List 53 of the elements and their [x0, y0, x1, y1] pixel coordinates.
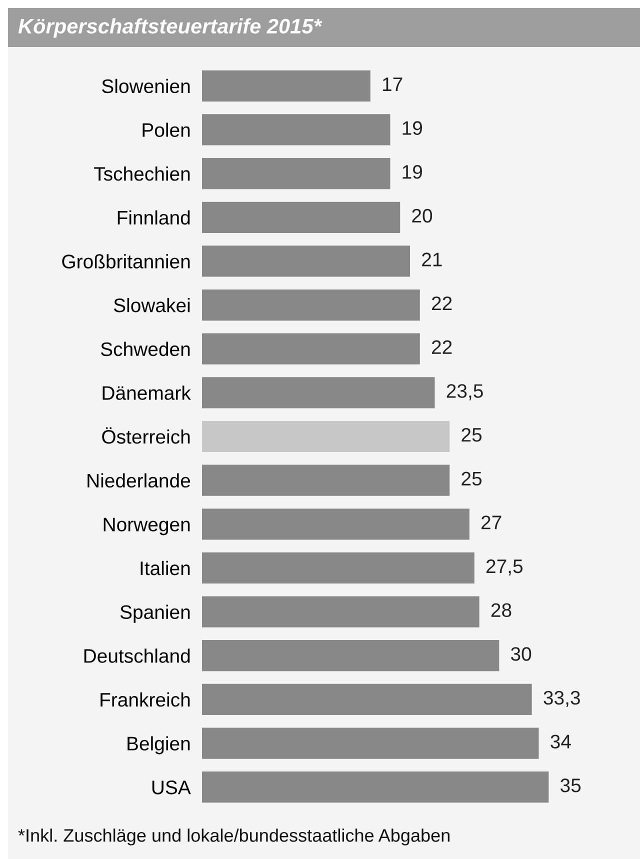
data-label: 34	[550, 734, 571, 748]
y-tick-label: Großbritannien	[62, 254, 190, 268]
y-tick-label: Belgien	[128, 736, 190, 754]
bar	[202, 158, 390, 190]
data-label: 27,5	[486, 559, 523, 576]
bar	[202, 202, 400, 233]
bar	[202, 289, 420, 321]
y-tick-label: Niederlande	[88, 473, 190, 488]
data-label: 17	[382, 78, 402, 91]
data-label: 21	[422, 252, 442, 266]
y-tick-label: Österreich	[102, 427, 190, 444]
bar	[202, 596, 480, 628]
bar	[202, 640, 500, 672]
bar	[202, 114, 390, 146]
bar	[202, 552, 474, 584]
bar	[202, 684, 532, 715]
y-tick-label: Schweden	[100, 342, 190, 356]
bar	[202, 377, 435, 408]
data-label: 35	[560, 778, 581, 792]
data-label: 27	[482, 516, 502, 530]
bar	[202, 508, 470, 540]
data-label: 22	[432, 296, 452, 310]
text: *Inkl. Zuschläge und lokale/bundesstaatliche Abgaben	[18, 828, 450, 846]
y-tick-label: Frankreich	[100, 692, 190, 707]
data-label: 33,3	[544, 690, 580, 707]
y-tick-label: Deutschland	[84, 648, 190, 663]
bar	[202, 70, 370, 102]
data-label: 19	[402, 121, 422, 135]
data-label: 25	[462, 428, 482, 442]
bar	[202, 728, 539, 759]
y-tick-label: Italien	[140, 560, 190, 576]
bar	[202, 333, 420, 364]
y-tick-label: Slowenien	[102, 78, 190, 94]
y-tick-label: Spanien	[120, 604, 190, 623]
y-tick-label: Norwegen	[104, 518, 190, 536]
y-tick-label: Slowakei	[114, 298, 190, 312]
y-tick-label: Dänemark	[102, 386, 191, 400]
data-label: 22	[432, 340, 452, 354]
chart-title: Körperschaftsteuertarife 2015*	[18, 18, 322, 38]
data-label: 19	[402, 165, 422, 179]
bar	[202, 420, 450, 452]
y-tick-label: USA	[152, 780, 191, 794]
data-label: 23,5	[446, 384, 483, 400]
data-label: 28	[491, 603, 512, 618]
y-tick-label: Tschechien	[94, 166, 190, 181]
y-tick-label: Finnland	[118, 210, 190, 225]
data-label: 20	[412, 208, 432, 223]
y-tick-label: Polen	[142, 122, 190, 137]
bar	[202, 464, 450, 496]
data-label: 25	[462, 472, 482, 486]
bar	[202, 246, 410, 277]
bar	[202, 772, 549, 803]
data-label: 30	[510, 647, 532, 661]
